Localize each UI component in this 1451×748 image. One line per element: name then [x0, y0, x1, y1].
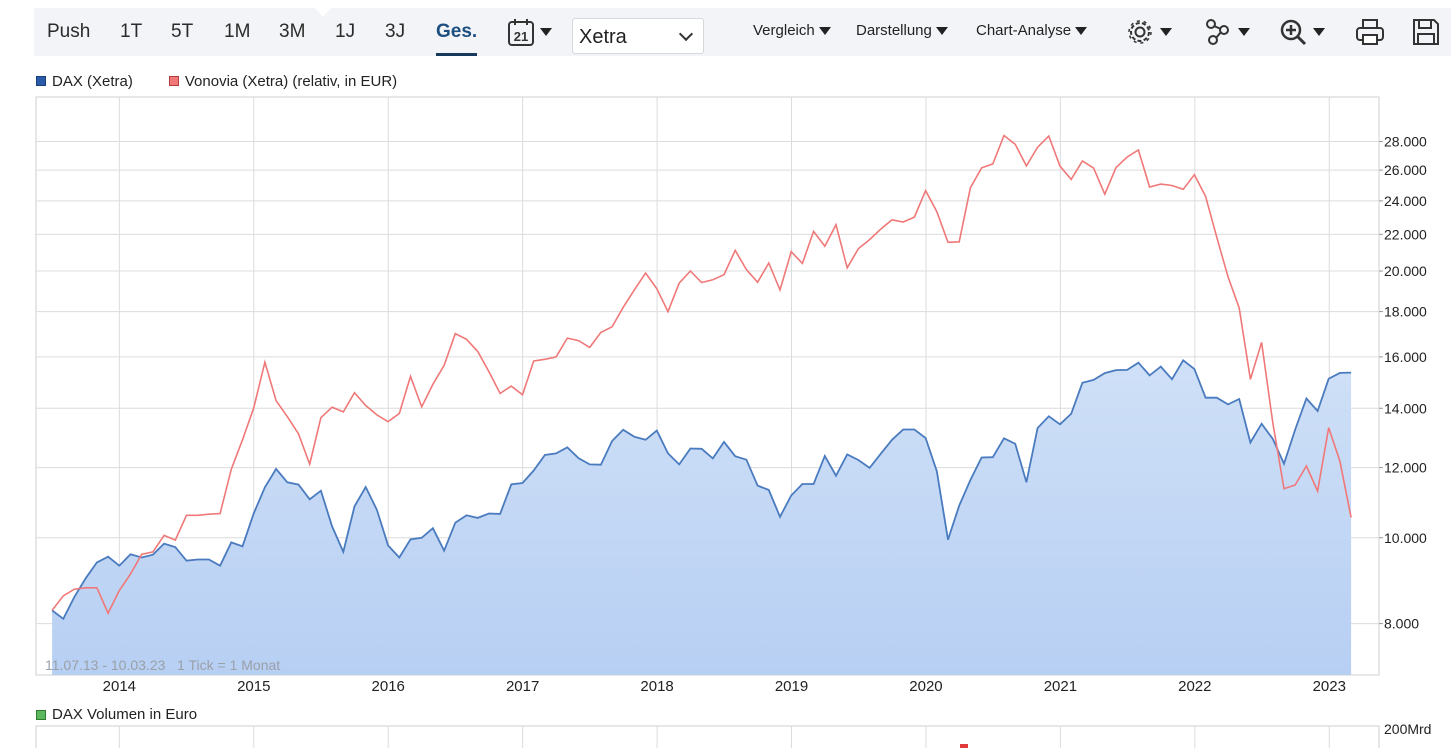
volume-axis-label: 200Mrd — [1384, 721, 1431, 737]
volume-panel — [35, 725, 1380, 748]
legend-label-dax: DAX (Xetra) — [52, 72, 133, 90]
menu-darstellung-label: Darstellung — [856, 22, 932, 39]
y-tick-label: 26.000 — [1384, 162, 1427, 178]
y-tick-label: 16.000 — [1384, 349, 1427, 365]
x-tick-label: 2016 — [372, 678, 405, 695]
settings-button[interactable] — [1124, 16, 1172, 48]
volume-grid — [118, 726, 1330, 748]
range-info: 11.07.13 - 10.03.23 1 Tick = 1 Monat — [45, 657, 280, 673]
legend-swatch-vonovia — [168, 76, 179, 86]
range-3j[interactable]: 3J — [385, 21, 406, 42]
menu-chart-analyse[interactable]: Chart-Analyse — [976, 8, 1088, 56]
dax-area — [52, 360, 1352, 675]
y-axis: 8.000 10.000 12.000 14.000 16.000 18.000 20.00… — [1379, 134, 1427, 632]
range-3m[interactable]: 3M — [279, 21, 306, 42]
y-tick-label: 28.000 — [1384, 134, 1427, 150]
legend-swatch-dax — [36, 76, 46, 86]
exchange-select[interactable]: Xetra — [572, 18, 704, 54]
x-tick-label: 2019 — [775, 678, 808, 695]
print-icon — [1356, 19, 1384, 45]
toolbar-notch — [315, 8, 331, 17]
range-1t[interactable]: 1T — [120, 21, 143, 42]
scatter-icon — [1206, 19, 1229, 45]
chart-toolbar: Push 1T 5T 1M 3M 1J 3J Ges. 21 Xetra Ver… — [34, 8, 1451, 56]
menu-chart-analyse-label: Chart-Analyse — [976, 22, 1072, 39]
legend-item-dax[interactable]: DAX (Xetra) — [36, 73, 133, 90]
range-ges[interactable]: Ges. — [436, 8, 478, 56]
x-tick-label: 2022 — [1178, 678, 1211, 695]
zoom-in-icon — [1280, 19, 1307, 46]
y-tick-label: 12.000 — [1384, 460, 1427, 476]
x-tick-label: 2023 — [1313, 678, 1346, 695]
x-axis: 2014 2015 2016 2017 2018 2019 2020 2021 2022 2023 — [103, 678, 1346, 695]
chevron-down-icon — [540, 28, 552, 36]
y-tick-label: 14.000 — [1384, 400, 1427, 416]
range-5t[interactable]: 5T — [171, 21, 194, 42]
x-tick-label: 2018 — [640, 678, 673, 695]
dax-line[interactable] — [51, 358, 1352, 621]
gear-icon — [1128, 20, 1152, 44]
y-tick-label: 18.000 — [1384, 304, 1427, 320]
volume-bar — [960, 744, 968, 748]
legend-swatch-volume — [36, 709, 46, 720]
y-tick-label: 20.000 — [1384, 263, 1427, 279]
menu-vergleich[interactable]: Vergleich — [753, 8, 831, 56]
menu-vergleich-label: Vergleich — [753, 22, 815, 39]
range-push[interactable]: Push — [47, 21, 91, 42]
volume-legend: DAX Volumen in Euro — [36, 706, 197, 723]
menu-darstellung[interactable]: Darstellung — [856, 8, 948, 56]
y-tick-label: 8.000 — [1384, 616, 1419, 632]
calendar-button[interactable]: 21 — [506, 16, 552, 48]
zoom-button[interactable] — [1277, 16, 1325, 48]
y-tick-label: 22.000 — [1384, 226, 1427, 242]
print-button[interactable] — [1354, 16, 1386, 48]
save-icon — [1413, 19, 1439, 45]
caret-down-icon — [1075, 27, 1088, 36]
y-tick-label: 24.000 — [1384, 193, 1427, 209]
chevron-down-icon — [1313, 28, 1325, 36]
exchange-value: Xetra — [579, 26, 627, 48]
vonovia-line[interactable] — [51, 134, 1352, 616]
x-tick-label: 2015 — [237, 678, 270, 695]
y-tick-label: 10.000 — [1384, 530, 1427, 546]
chart-legend: DAX (Xetra) Vonovia (Xetra) (relativ, in… — [36, 72, 433, 90]
save-button[interactable] — [1410, 16, 1442, 48]
calendar-day: 21 — [514, 29, 528, 44]
range-1m[interactable]: 1M — [224, 21, 251, 42]
chevron-down-icon — [1160, 28, 1172, 36]
legend-item-vonovia[interactable]: Vonovia (Xetra) (relativ, in EUR) — [168, 72, 398, 90]
calendar-icon: 21 — [508, 19, 534, 46]
caret-down-icon — [818, 27, 831, 36]
legend-label-volume: DAX Volumen in Euro — [52, 706, 198, 723]
x-tick-label: 2021 — [1044, 678, 1077, 695]
x-tick-label: 2014 — [103, 678, 136, 695]
chevron-down-icon — [1238, 28, 1250, 36]
indicators-button[interactable] — [1202, 16, 1250, 48]
legend-label-vonovia: Vonovia (Xetra) (relativ, in EUR) — [184, 72, 398, 90]
x-tick-label: 2020 — [909, 678, 942, 695]
x-tick-label: 2017 — [506, 678, 539, 695]
caret-down-icon — [935, 27, 948, 36]
range-1j[interactable]: 1J — [335, 21, 356, 42]
